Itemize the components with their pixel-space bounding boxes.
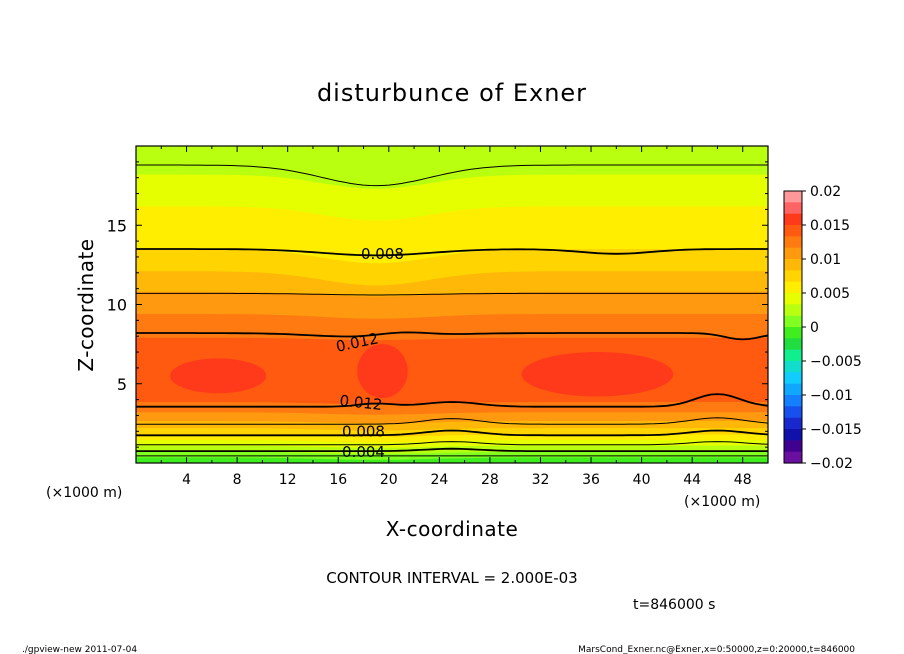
colorbar-swatch <box>784 361 802 373</box>
colorbar-swatch <box>784 213 802 226</box>
colorbar-label: −0.02 <box>810 456 853 472</box>
contour-line <box>136 417 768 425</box>
x-tick-label: 12 <box>279 472 297 488</box>
colorbar-swatch <box>784 247 802 260</box>
colorbar-label: 0 <box>810 320 819 336</box>
x-ticks: 4 8 12 16 20 24 28 32 36 40 44 48 <box>160 146 752 488</box>
maxima-blobs <box>170 344 674 399</box>
footer-right: MarsCond_Exner.nc@Exner,x=0:50000,z=0:20… <box>578 645 855 654</box>
y-ticks: 5 10 15 <box>107 161 768 448</box>
contour-label: 0.004 <box>342 443 385 461</box>
colorbar-swatch <box>784 281 802 294</box>
filled-bands <box>136 146 768 463</box>
colorbar-label: 0.015 <box>810 218 850 234</box>
x-tick-label: 40 <box>633 472 651 488</box>
contour-lines <box>136 164 768 457</box>
footer-left: ./gpview-new 2011-07-04 <box>22 645 137 654</box>
colorbar-swatch <box>784 440 802 453</box>
contour-line <box>136 248 768 257</box>
x-tick-label: 16 <box>329 472 347 488</box>
colorbar-swatch <box>784 202 802 215</box>
colorbar-label: −0.01 <box>810 388 853 404</box>
maximum-region <box>170 358 267 394</box>
x-tick-label: 8 <box>233 472 242 488</box>
colorbar-swatch <box>784 372 802 385</box>
contour-line <box>136 429 768 437</box>
maximum-region <box>357 344 408 399</box>
contour-line <box>136 447 768 452</box>
colorbar-swatch <box>784 395 802 407</box>
contour-line <box>136 292 768 296</box>
contour-interval: CONTOUR INTERVAL = 2.000E-03 <box>326 569 577 587</box>
colorbar-swatch <box>784 259 802 271</box>
y-tick-label: 10 <box>107 296 127 315</box>
x-tick-label: 4 <box>182 472 191 488</box>
y-tick-label: 5 <box>117 375 127 394</box>
contour-line <box>136 164 768 187</box>
colorbar-swatch <box>784 304 802 317</box>
x-tick-label: 20 <box>380 472 398 488</box>
maximum-region <box>521 352 674 397</box>
x-tick-label: 32 <box>532 472 550 488</box>
y-tick-label: 15 <box>107 216 127 235</box>
contour-band <box>136 146 768 189</box>
colorbar-swatch <box>784 293 802 305</box>
colorbar-swatch <box>784 349 802 362</box>
colorbar-swatch <box>784 417 802 430</box>
colorbar: 0.02 0.015 0.01 0.005 0 −0.005 −0.01 −0.015 −0.0… <box>783 184 862 472</box>
x-tick-label: 48 <box>734 472 752 488</box>
colorbar-swatch <box>784 315 802 328</box>
x-tick-label: 28 <box>481 472 499 488</box>
colorbar-swatch <box>784 191 802 203</box>
colorbar-swatch <box>784 338 802 351</box>
x-tick-label: 36 <box>582 472 600 488</box>
colorbar-swatch <box>784 225 802 237</box>
contour-line <box>136 393 768 408</box>
x-unit-right: (×1000 m) <box>684 494 760 510</box>
colorbar-swatch <box>784 406 802 419</box>
colorbar-label: −0.015 <box>810 422 862 438</box>
colorbar-swatch <box>784 327 802 339</box>
colorbar-swatch <box>784 270 802 283</box>
colorbar-label: 0.005 <box>810 286 850 302</box>
contour-line <box>136 331 768 341</box>
contour-label: 0.008 <box>361 245 404 263</box>
colorbar-label: 0.02 <box>810 184 841 200</box>
chart-title: disturbunce of Exner <box>317 79 587 107</box>
contour-label: 0.008 <box>342 422 385 440</box>
colorbar-swatch <box>784 383 802 396</box>
x-unit-left: (×1000 m) <box>46 485 122 501</box>
contour-label: 0.012 <box>339 392 384 414</box>
y-axis-label: Z-coordinate <box>74 238 98 371</box>
x-tick-label: 44 <box>683 472 701 488</box>
colorbar-swatch <box>784 451 802 464</box>
colorbar-swatch <box>784 236 802 249</box>
colorbar-label: −0.005 <box>810 354 862 370</box>
x-tick-label: 24 <box>430 472 448 488</box>
colorbar-label: 0.01 <box>810 252 841 268</box>
x-axis-label: X-coordinate <box>386 517 519 541</box>
contour-line <box>136 441 768 446</box>
colorbar-swatch <box>784 429 802 441</box>
time-label: t=846000 s <box>633 597 715 613</box>
